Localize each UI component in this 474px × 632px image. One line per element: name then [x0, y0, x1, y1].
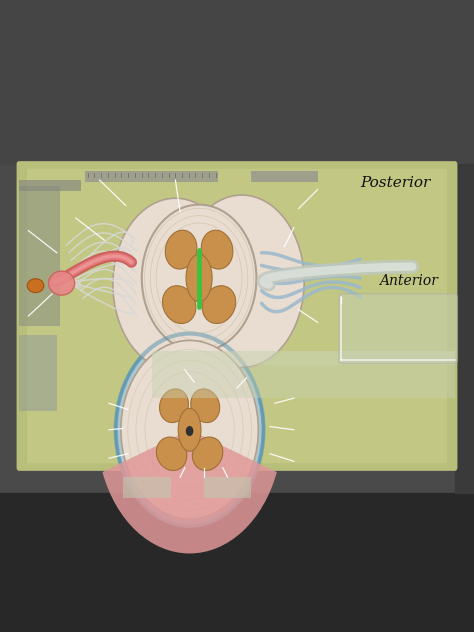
Text: Posterior: Posterior [360, 176, 430, 190]
Ellipse shape [113, 198, 238, 370]
FancyBboxPatch shape [251, 171, 318, 182]
Ellipse shape [192, 437, 223, 470]
Ellipse shape [49, 271, 75, 295]
Ellipse shape [27, 279, 44, 293]
FancyBboxPatch shape [123, 477, 171, 498]
Wedge shape [102, 430, 277, 554]
Ellipse shape [156, 437, 187, 470]
FancyBboxPatch shape [17, 161, 457, 471]
Ellipse shape [202, 286, 236, 324]
Ellipse shape [165, 230, 197, 269]
FancyBboxPatch shape [19, 180, 81, 191]
Circle shape [186, 426, 193, 436]
Ellipse shape [160, 389, 188, 423]
FancyBboxPatch shape [152, 351, 455, 365]
FancyBboxPatch shape [19, 335, 57, 411]
Ellipse shape [116, 334, 264, 526]
Ellipse shape [186, 254, 212, 301]
FancyBboxPatch shape [152, 351, 455, 398]
Ellipse shape [178, 408, 201, 451]
Ellipse shape [179, 195, 304, 367]
Text: Anterior: Anterior [379, 274, 438, 288]
FancyBboxPatch shape [85, 171, 218, 182]
Ellipse shape [163, 286, 196, 324]
Ellipse shape [191, 389, 219, 423]
FancyBboxPatch shape [19, 186, 59, 325]
Ellipse shape [121, 341, 258, 519]
FancyBboxPatch shape [339, 294, 457, 363]
Ellipse shape [201, 230, 233, 269]
FancyBboxPatch shape [204, 477, 251, 498]
FancyBboxPatch shape [27, 169, 447, 463]
Ellipse shape [142, 205, 256, 351]
